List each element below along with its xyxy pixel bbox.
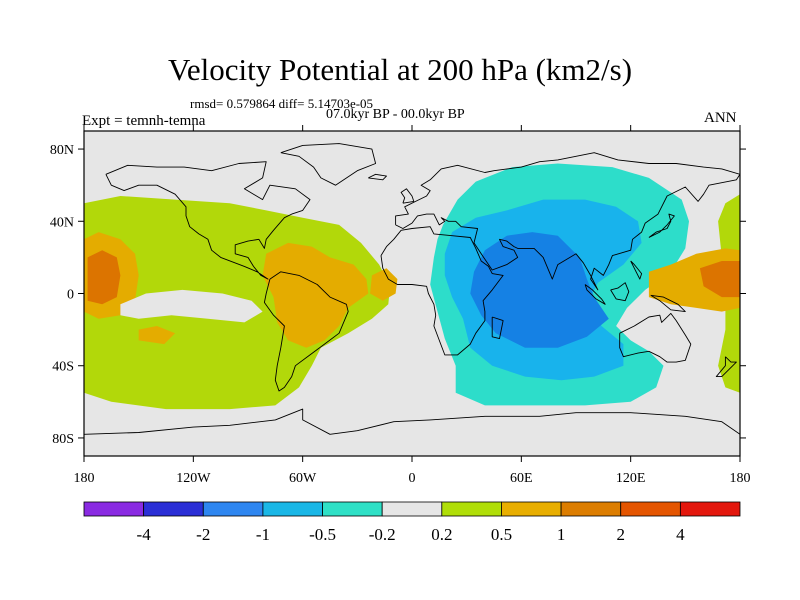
lon-tick-label: 60W (289, 471, 317, 486)
lon-tick-label: 180 (730, 471, 751, 486)
lon-tick-label: 120W (176, 471, 211, 486)
lon-tick-label: 180 (74, 471, 95, 486)
coastline-antarctica (84, 408, 740, 435)
colorbar-swatch (679, 501, 741, 517)
period-subtitle: 07.0kyr BP - 00.0kyr BP (326, 107, 465, 122)
stats-subtitle: rmsd= 0.579864 diff= 5.14703e-05 (190, 96, 374, 111)
coastline-australia (619, 312, 692, 363)
coastline-greenland (280, 143, 377, 186)
longitude-axis: 180 120W 60W 0 60E 120E 180 (74, 125, 751, 486)
colorbar-label: -2 (196, 525, 210, 544)
coastline-new-guinea (650, 294, 686, 313)
field-atlantic-orange (370, 268, 398, 301)
field-pacific-orange-small (138, 326, 176, 345)
field-south-america-orange (262, 242, 369, 348)
colorbar-label: 1 (557, 525, 566, 544)
lat-tick-label: 80N (50, 143, 74, 158)
colorbar-label: -4 (137, 525, 152, 544)
experiment-label: Expt = temnh-temna (82, 113, 206, 129)
lat-tick-label: 40S (52, 360, 74, 375)
coastline-africa (380, 226, 504, 356)
lon-tick-label: 120E (616, 471, 646, 486)
figure-title: Velocity Potential at 200 hPa (km2/s) (167, 52, 633, 87)
colorbar-swatch (381, 501, 443, 517)
lon-tick-label: 60E (510, 471, 533, 486)
colorbar-swatch (620, 501, 681, 517)
colorbar-label: 0.2 (431, 525, 452, 544)
colorbar-swatch (143, 501, 204, 517)
lon-tick-label: 0 (409, 471, 416, 486)
coastline-japan (648, 213, 675, 238)
latitude-axis: 80N 40N 0 40S 80S (50, 143, 746, 447)
colorbar-swatch (501, 501, 562, 517)
lat-tick-label: 80S (52, 432, 74, 447)
colorbar-swatch (441, 501, 502, 517)
coastline-british-isles (400, 188, 415, 204)
colorbar-label: 0.5 (491, 525, 512, 544)
field-central-pacific-dark (87, 250, 121, 305)
colorbar-swatch (83, 501, 145, 517)
season-label: ANN (704, 110, 737, 126)
field-indo-pacific-dark (699, 261, 740, 298)
coastline-borneo (610, 282, 630, 302)
coastline-new-zealand (715, 356, 737, 378)
contour-fields (84, 163, 740, 410)
coastline-iceland (368, 173, 387, 181)
coastline-sumatra (584, 284, 606, 305)
coastline-north-america (105, 161, 311, 280)
coastline-eurasia (395, 152, 740, 291)
colorbar-label: -0.2 (369, 525, 396, 544)
lat-tick-label: 40N (50, 215, 74, 230)
colorbar-label: 4 (676, 525, 685, 544)
colorbar-swatch (202, 501, 264, 517)
coastlines (84, 143, 740, 435)
coastline-madagascar (491, 316, 504, 340)
field-tropical-pacific-gray-hole (120, 289, 263, 323)
colorbar-label: 2 (616, 525, 625, 544)
colorbar-swatch (560, 501, 622, 517)
coastline-philippines (630, 260, 643, 280)
map-plot-area (83, 130, 741, 457)
coastline-south-america (263, 271, 349, 392)
colorbar-swatch (262, 501, 323, 517)
colorbar: -4 -2 -1 -0.5 -0.2 0.2 0.5 1 2 4 (83, 501, 741, 544)
colorbar-swatch (322, 501, 383, 517)
colorbar-label: -0.5 (309, 525, 336, 544)
colorbar-label: -1 (256, 525, 270, 544)
lat-tick-label: 0 (67, 288, 74, 303)
field-negative-deep-core (470, 232, 609, 348)
